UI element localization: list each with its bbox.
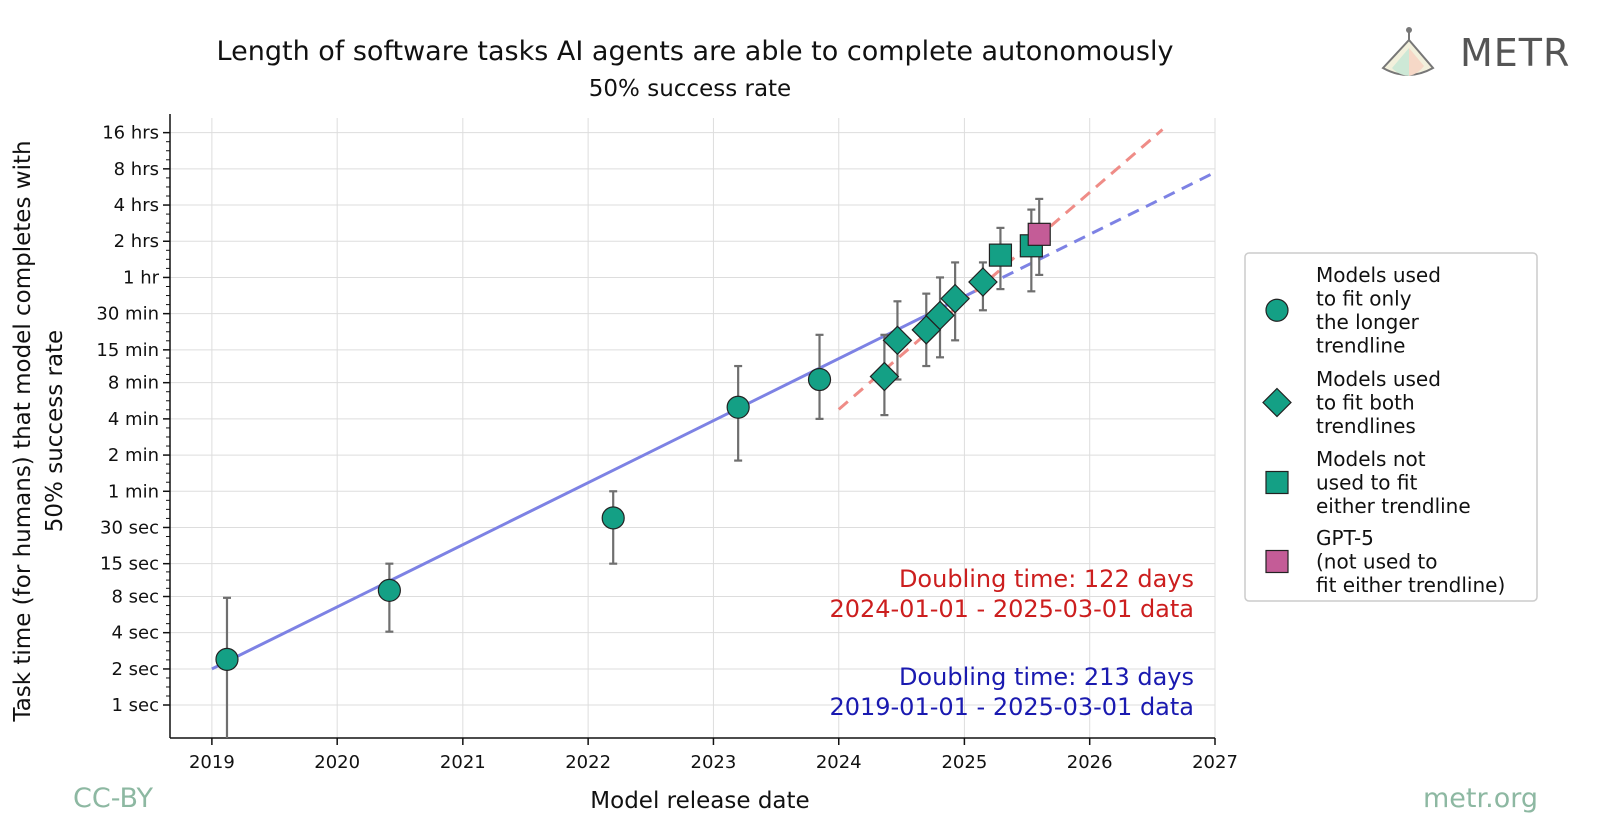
circle-point — [377, 578, 401, 602]
legend-label-line: either trendline — [1316, 494, 1471, 518]
grid — [170, 118, 1216, 738]
metr-logo-icon — [1381, 27, 1435, 76]
y-tick-label: 2 min — [108, 445, 159, 466]
legend-label-line: fit either trendline) — [1316, 573, 1505, 597]
legend-label-line: used to fit — [1316, 471, 1417, 495]
diamond-point — [968, 267, 998, 297]
long-trend-doubling: Doubling time: 213 days — [899, 663, 1194, 691]
square-gpt5-point — [1027, 222, 1051, 246]
y-tick-label: 4 min — [108, 409, 159, 430]
legend-label-line: (not used to — [1316, 550, 1437, 574]
diamond-point — [869, 361, 900, 392]
legend-label-line: GPT-5 — [1316, 526, 1374, 550]
long-trendline-dashed — [983, 171, 1216, 288]
circle-point — [601, 506, 625, 530]
long-trendline-solid — [211, 285, 986, 671]
short-trendline-dashed — [837, 128, 1164, 411]
error-bars — [222, 197, 1044, 738]
brand-name: METR — [1460, 31, 1570, 75]
circle-point — [215, 647, 239, 671]
short-trend-range: 2024-01-01 - 2025-03-01 data — [829, 595, 1194, 623]
square-point — [988, 243, 1013, 267]
legend-label-line: the longer — [1316, 310, 1420, 334]
x-tick-label: 2022 — [565, 752, 611, 773]
y-tick-label: 4 sec — [111, 623, 159, 644]
short-trend-annotation: Doubling time: 122 days 2024-01-01 - 202… — [829, 565, 1194, 623]
legend-label-line: trendlines — [1316, 414, 1416, 438]
y-tick-label: 30 sec — [100, 517, 159, 538]
y-tick-label: 8 sec — [111, 587, 159, 608]
x-tick-label: 2024 — [816, 752, 862, 773]
short-trend-doubling: Doubling time: 122 days — [899, 565, 1194, 593]
diamond-point — [925, 300, 955, 331]
diamond-point — [940, 283, 970, 314]
y-tick-label: 4 hrs — [114, 195, 159, 216]
y-tick-label: 30 min — [96, 304, 159, 325]
y-tick-label: 2 hrs — [114, 231, 159, 252]
x-tick-label: 2023 — [691, 752, 737, 773]
diamond-legend-marker — [1262, 387, 1292, 418]
x-tick-label: 2026 — [1067, 752, 1113, 773]
y-tick-label: 15 min — [96, 340, 159, 361]
x-tick-label: 2020 — [314, 752, 360, 773]
site-link[interactable]: metr.org — [1423, 783, 1538, 814]
chart-title: Length of software tasks AI agents are a… — [217, 36, 1174, 67]
x-tick-label: 2025 — [941, 752, 987, 773]
y-tick-label: 1 hr — [123, 267, 160, 288]
y-tick-label: 8 min — [108, 373, 159, 394]
tick-labels: 2019 2020 2021 2022 2023 2024 2025 2026 2027 1 se… — [96, 123, 1237, 773]
x-tick-label: 2027 — [1192, 752, 1238, 773]
x-tick-label: 2019 — [189, 752, 235, 773]
diamond-point — [882, 325, 913, 356]
long-trend-annotation: Doubling time: 213 days 2019-01-01 - 202… — [829, 663, 1194, 721]
legend-label-line: Models used — [1316, 263, 1441, 287]
y-tick-label: 1 min — [108, 481, 159, 502]
data-points — [215, 222, 1051, 671]
y-tick-label: 15 sec — [100, 554, 159, 575]
y-axis-label-line-2: 50% success rate — [42, 330, 68, 532]
legend-label-line: to fit only — [1316, 287, 1412, 311]
y-axis-label-line-1: Task time (for humans) that model comple… — [10, 140, 36, 722]
y-axis-label: Task time (for humans) that model comple… — [10, 140, 68, 722]
y-tick-label: 16 hrs — [102, 123, 159, 144]
legend-label-line: trendline — [1316, 334, 1405, 358]
x-tick-label: 2021 — [440, 752, 486, 773]
license-label: CC-BY — [73, 783, 154, 814]
circle-point — [726, 395, 750, 419]
y-tick-label: 8 hrs — [114, 159, 159, 180]
long-trend-range: 2019-01-01 - 2025-03-01 data — [829, 693, 1194, 721]
axes — [163, 114, 1216, 745]
legend-label-line: Models used — [1316, 367, 1441, 391]
trendlines — [211, 128, 1216, 671]
y-tick-label: 1 sec — [111, 695, 159, 716]
y-tick-label: 2 sec — [111, 659, 159, 680]
chart-subtitle: 50% success rate — [589, 76, 791, 102]
circle-point — [807, 367, 832, 392]
square-legend-marker — [1265, 470, 1289, 495]
square-gpt5-legend-marker — [1265, 549, 1289, 574]
circle-legend-marker — [1265, 298, 1289, 322]
legend-box — [1244, 252, 1538, 602]
legend-label-line: Models not — [1316, 447, 1426, 471]
x-axis-label: Model release date — [590, 788, 809, 814]
legend-label-line: to fit both — [1316, 391, 1415, 415]
